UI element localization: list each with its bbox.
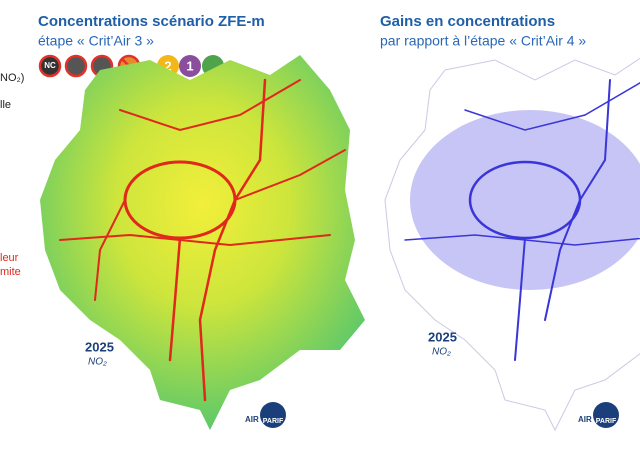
left-subtitle: étape « Crit’Air 3 »	[38, 33, 154, 49]
badges: NC 2 1	[38, 54, 224, 78]
left-title: Concentrations scénario ZFE-m	[38, 13, 265, 30]
right-logo: AIR PARIF	[578, 402, 619, 428]
gain-map	[384, 54, 640, 431]
badge-label: 2	[164, 58, 171, 73]
badge-label: NC	[44, 61, 56, 70]
logo-mark	[593, 402, 619, 428]
fragment: lle	[0, 99, 11, 111]
badge-label: 1	[186, 58, 193, 73]
right-pollutant: NO₂	[432, 347, 451, 358]
fragment: mite	[0, 266, 21, 278]
gain-roads	[404, 79, 640, 361]
left-year: 2025	[85, 339, 114, 354]
right-subtitle: par rapport à l’étape « Crit’Air 4 »	[380, 33, 586, 49]
logo-prefix: AIR	[578, 415, 592, 424]
logo-name: PARIF	[263, 418, 284, 425]
left-logo: AIR PARIF	[245, 402, 286, 428]
fragment: leur	[0, 252, 19, 264]
fragment: NO₂)	[0, 72, 24, 84]
badge-nc	[38, 54, 62, 78]
logo-prefix: AIR	[245, 415, 259, 424]
badge-1	[179, 55, 201, 77]
logo-name: PARIF	[596, 418, 617, 425]
roads	[59, 78, 346, 402]
right-year: 2025	[428, 329, 457, 344]
logo-mark	[260, 402, 286, 428]
badge-5	[64, 54, 88, 78]
left-pollutant: NO₂	[88, 357, 107, 368]
right-title: Gains en concentrations	[380, 13, 555, 30]
